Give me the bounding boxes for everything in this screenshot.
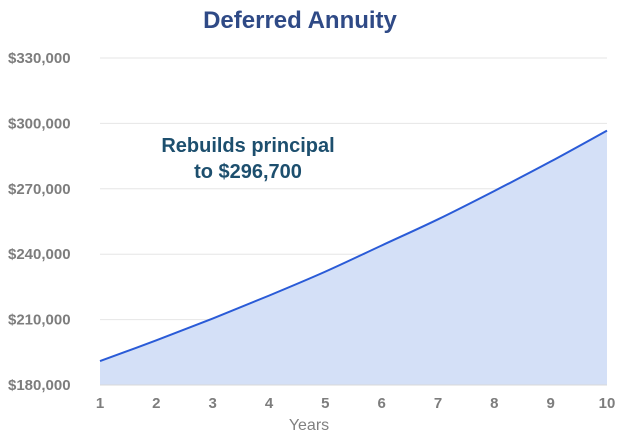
area-fill	[100, 130, 607, 385]
x-tick-label: 7	[434, 395, 442, 412]
y-tick-label: $300,000	[8, 115, 71, 132]
x-tick-label: 5	[321, 395, 329, 412]
x-tick-label: 1	[96, 395, 104, 412]
annotation-line-2: to $296,700	[194, 161, 302, 183]
y-tick-label: $180,000	[8, 377, 71, 394]
x-axis-label: Years	[289, 417, 329, 434]
y-tick-label: $330,000	[8, 50, 71, 67]
x-tick-label: 10	[599, 395, 616, 412]
x-axis-tick-labels: 1 2 3 4 5 6 7 8 9 10	[96, 395, 616, 412]
y-tick-label: $210,000	[8, 312, 71, 329]
y-axis-tick-labels: $180,000 $210,000 $240,000 $270,000 $300,000…	[8, 50, 71, 394]
x-tick-label: 4	[265, 395, 274, 412]
x-tick-label: 6	[377, 395, 385, 412]
x-tick-label: 8	[490, 395, 498, 412]
annotation-line-1: Rebuilds principal	[161, 135, 334, 157]
y-tick-label: $270,000	[8, 181, 71, 198]
x-tick-label: 2	[152, 395, 160, 412]
x-tick-label: 9	[546, 395, 554, 412]
x-tick-label: 3	[208, 395, 216, 412]
chart-title: Deferred Annuity	[203, 7, 397, 34]
y-tick-label: $240,000	[8, 246, 71, 263]
series-line	[99, 129, 608, 362]
